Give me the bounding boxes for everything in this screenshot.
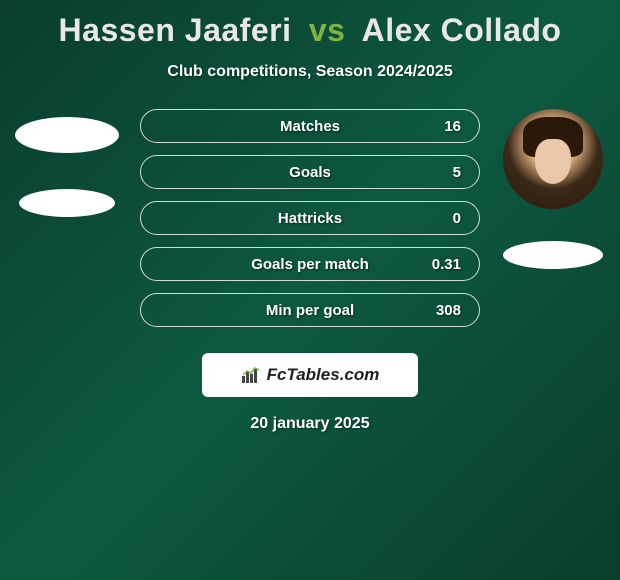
stat-label: Matches <box>280 118 340 135</box>
stat-row-gpm: Goals per match 0.31 <box>140 247 480 281</box>
stat-value-right: 0 <box>453 210 461 227</box>
stat-value-right: 308 <box>436 302 461 319</box>
stat-label: Goals <box>289 164 331 181</box>
player1-name: Hassen Jaaferi <box>59 12 292 48</box>
player2-name: Alex Collado <box>362 12 562 48</box>
player2-flag-placeholder <box>503 241 603 269</box>
player1-avatar-placeholder <box>15 117 119 153</box>
stat-label: Goals per match <box>251 256 369 273</box>
stat-label: Min per goal <box>266 302 354 319</box>
branding-badge: FcTables.com <box>202 353 418 397</box>
vs-text: vs <box>309 12 346 48</box>
player1-flag-placeholder <box>19 189 115 217</box>
brand-text: FcTables.com <box>267 365 380 385</box>
stat-label: Hattricks <box>278 210 342 227</box>
comparison-container: Matches 16 Goals 5 Hattricks 0 Goals per… <box>0 109 620 327</box>
stat-row-goals: Goals 5 <box>140 155 480 189</box>
stat-value-right: 5 <box>453 164 461 181</box>
stat-value-right: 0.31 <box>432 256 461 273</box>
player2-column <box>498 109 608 269</box>
stat-row-mpg: Min per goal 308 <box>140 293 480 327</box>
date-label: 20 january 2025 <box>0 415 620 433</box>
stat-row-hattricks: Hattricks 0 <box>140 201 480 235</box>
player1-column <box>12 109 122 217</box>
subtitle: Club competitions, Season 2024/2025 <box>0 63 620 81</box>
stat-row-matches: Matches 16 <box>140 109 480 143</box>
stat-value-right: 16 <box>444 118 461 135</box>
player2-avatar <box>503 109 603 209</box>
comparison-title: Hassen Jaaferi vs Alex Collado <box>0 0 620 49</box>
chart-icon <box>241 366 263 384</box>
stats-table: Matches 16 Goals 5 Hattricks 0 Goals per… <box>140 109 480 327</box>
